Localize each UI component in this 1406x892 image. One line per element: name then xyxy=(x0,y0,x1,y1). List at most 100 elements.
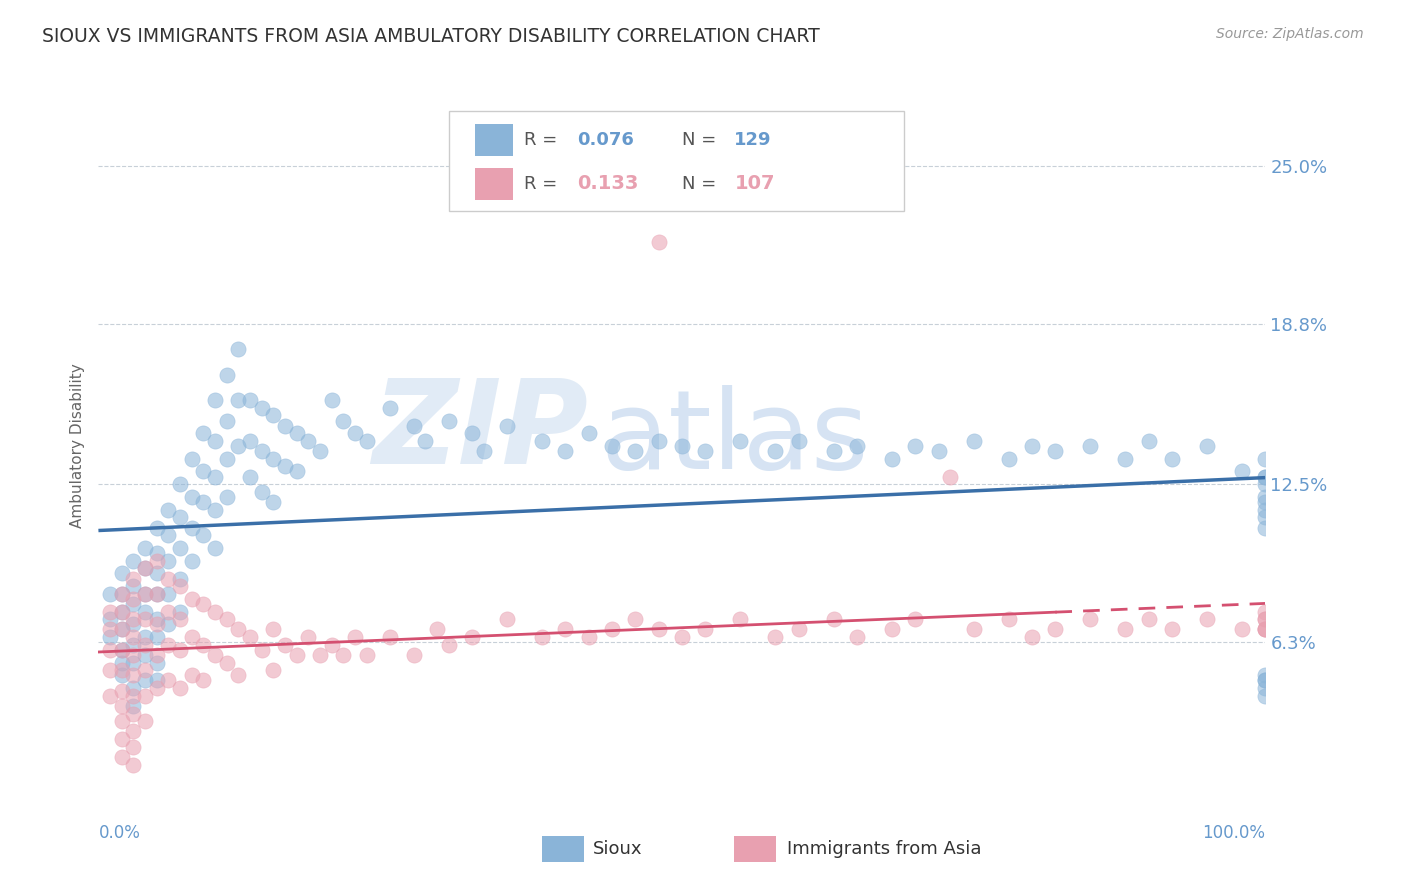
Point xyxy=(146,681,169,695)
Text: 0.076: 0.076 xyxy=(576,131,634,149)
Point xyxy=(204,541,226,555)
Point xyxy=(169,605,191,619)
Point xyxy=(228,342,250,356)
Point xyxy=(157,572,180,586)
Point xyxy=(380,401,402,415)
Point xyxy=(157,673,180,688)
Point xyxy=(823,612,845,626)
Point xyxy=(98,689,121,703)
Point xyxy=(262,663,284,677)
Point xyxy=(787,623,810,637)
Text: 129: 129 xyxy=(734,131,772,149)
Point xyxy=(134,648,156,662)
Point xyxy=(356,648,378,662)
Point xyxy=(1045,444,1067,458)
Point xyxy=(962,434,984,448)
Point xyxy=(262,451,284,466)
Point xyxy=(146,587,169,601)
Point xyxy=(1114,451,1136,466)
Point xyxy=(1254,623,1277,637)
Point xyxy=(204,648,226,662)
Point xyxy=(250,401,273,415)
Point xyxy=(204,605,226,619)
Point xyxy=(1254,502,1277,516)
Point xyxy=(344,630,367,644)
Point xyxy=(134,663,156,677)
Point xyxy=(122,648,145,662)
Point xyxy=(146,617,169,632)
Point xyxy=(624,612,647,626)
Point xyxy=(193,597,215,611)
Point xyxy=(496,418,519,433)
Point xyxy=(846,439,869,453)
Point xyxy=(157,587,180,601)
Point xyxy=(111,714,134,729)
Point xyxy=(122,724,145,739)
Point xyxy=(1254,510,1277,524)
Point xyxy=(134,541,156,555)
Point xyxy=(730,612,752,626)
Point xyxy=(647,434,669,448)
Point xyxy=(1080,612,1102,626)
Point xyxy=(146,648,169,662)
Point xyxy=(823,444,845,458)
Point xyxy=(530,630,553,644)
Point xyxy=(111,683,134,698)
Point xyxy=(332,648,354,662)
Point xyxy=(98,605,121,619)
Point xyxy=(228,668,250,682)
Point xyxy=(600,623,623,637)
Text: 0.133: 0.133 xyxy=(576,174,638,194)
Point xyxy=(554,444,576,458)
Point xyxy=(647,623,669,637)
Point xyxy=(169,681,191,695)
Point xyxy=(787,434,810,448)
Point xyxy=(262,409,284,423)
Point xyxy=(193,495,215,509)
Point xyxy=(204,469,226,483)
Point xyxy=(904,612,927,626)
Point xyxy=(193,465,215,479)
Point xyxy=(1137,434,1160,448)
Point xyxy=(169,579,191,593)
Point xyxy=(309,648,332,662)
Point xyxy=(111,732,134,747)
Point xyxy=(1254,673,1277,688)
Point xyxy=(274,418,297,433)
Point xyxy=(122,689,145,703)
Point xyxy=(274,459,297,474)
Point xyxy=(122,698,145,713)
Point xyxy=(204,393,226,408)
Point xyxy=(695,623,717,637)
Point xyxy=(1195,612,1218,626)
Point xyxy=(437,638,460,652)
Point xyxy=(146,587,169,601)
Point xyxy=(157,638,180,652)
Point xyxy=(437,413,460,427)
Point xyxy=(426,623,449,637)
Point xyxy=(122,681,145,695)
Text: 100.0%: 100.0% xyxy=(1202,824,1265,842)
Point xyxy=(169,541,191,555)
Point xyxy=(146,656,169,670)
Point xyxy=(1230,465,1253,479)
Point xyxy=(1254,469,1277,483)
Point xyxy=(1080,439,1102,453)
Point xyxy=(1254,673,1277,688)
Point xyxy=(413,434,436,448)
Point xyxy=(134,638,156,652)
Text: Sioux: Sioux xyxy=(593,840,643,858)
Point xyxy=(122,656,145,670)
Point xyxy=(98,643,121,657)
Point xyxy=(997,612,1019,626)
FancyBboxPatch shape xyxy=(449,111,904,211)
Point xyxy=(321,638,343,652)
Point xyxy=(111,698,134,713)
Point xyxy=(134,561,156,575)
Point xyxy=(250,484,273,499)
Point xyxy=(461,426,484,441)
Point xyxy=(578,426,600,441)
Point xyxy=(111,643,134,657)
Point xyxy=(180,591,202,606)
Point xyxy=(193,426,215,441)
